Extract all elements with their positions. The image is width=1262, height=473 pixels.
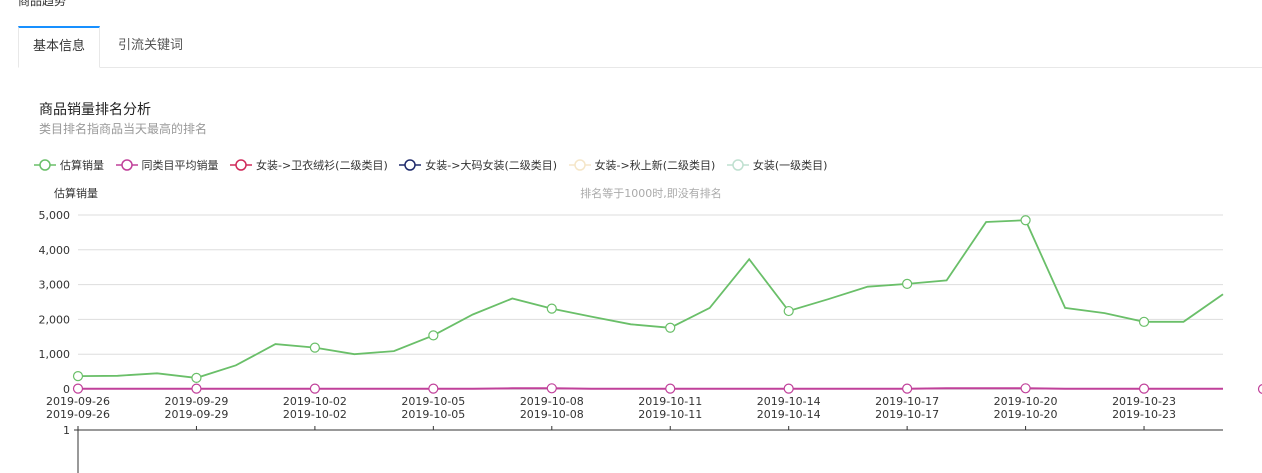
data-point: [72, 371, 84, 382]
x-tick-label-secondary: 2019-09-26: [46, 408, 110, 421]
y-tick-label: 3,000: [39, 279, 71, 292]
x-tick-label: 2019-10-23: [1112, 395, 1176, 408]
legend-label: 同类目平均销量: [141, 159, 219, 172]
legend-marker-icon: [726, 159, 749, 171]
data-point: [546, 383, 557, 394]
y-axis-title: 估算销量: [54, 186, 98, 200]
legend-item-category-average[interactable]: 同类目平均销量: [115, 157, 219, 173]
tab-bar: 基本信息 引流关键词: [18, 26, 1262, 68]
x-tick-label-secondary: 2019-10-17: [875, 408, 939, 421]
legend-label: 女装->卫衣绒衫(二级类目): [256, 159, 388, 172]
legend-marker-icon: [230, 159, 252, 171]
legend-item-plus-size[interactable]: 女装->大码女装(二级类目): [399, 157, 557, 173]
data-point: [72, 383, 84, 394]
chart-annotation: 排名等于1000时,即没有排名: [580, 186, 722, 200]
y-tick-label: 0: [63, 383, 70, 396]
tab-traffic-keywords[interactable]: 引流关键词: [118, 38, 184, 53]
data-point: [546, 303, 557, 314]
y-tick-label: 2,000: [39, 313, 71, 326]
legend-label: 女装->大码女装(二级类目): [425, 159, 558, 172]
x-tick-label: 2019-10-11: [638, 395, 702, 408]
y-tick-label: 1,000: [39, 348, 71, 361]
tab-basic-info[interactable]: 基本信息: [18, 26, 100, 68]
panel-title: 商品销量排名分析: [39, 102, 151, 118]
data-point: [309, 383, 320, 394]
data-point: [191, 372, 202, 383]
data-point: [902, 278, 913, 290]
data-point: [309, 342, 320, 353]
x-tick-label: 2019-10-20: [994, 395, 1058, 408]
panel-subtitle: 类目排名指商品当天最高的排名: [39, 122, 208, 136]
x-tick-label-secondary: 2019-10-20: [994, 408, 1058, 421]
secondary-axis-tick-label: 1: [63, 424, 70, 437]
data-point: [665, 383, 676, 394]
x-tick-label: 2019-10-17: [875, 395, 939, 408]
y-tick-label: 4,000: [39, 244, 71, 257]
x-tick-label: 2019-10-02: [283, 395, 347, 408]
data-point: [665, 322, 676, 333]
x-tick-label-secondary: 2019-09-29: [164, 408, 228, 421]
legend-label: 女装->秋上新(二级类目): [594, 159, 716, 172]
legend-item-hoodies[interactable]: 女装->卫衣绒衫(二级类目): [230, 157, 388, 173]
x-tick-label: 2019-09-29: [164, 395, 228, 408]
x-tick-label: 2019-10-05: [401, 395, 465, 408]
data-point: [902, 383, 913, 394]
legend-item-womens-apparel[interactable]: 女装(一级类目): [726, 157, 828, 173]
x-tick-label: 2019-10-14: [757, 395, 821, 408]
data-point: [1020, 215, 1031, 226]
data-point: [1257, 384, 1262, 394]
data-point: [1138, 316, 1150, 327]
legend-label: 女装(一级类目): [752, 159, 828, 172]
x-tick-label-secondary: 2019-10-11: [638, 408, 702, 421]
legend-label: 估算销量: [60, 159, 104, 172]
clipped-page-title: 商品趋势: [18, 0, 67, 8]
x-tick-label-secondary: 2019-10-08: [520, 408, 584, 421]
series-line: [77, 219, 1224, 379]
legend-marker-icon: [115, 159, 138, 171]
legend-item-autumn-new[interactable]: 女装->秋上新(二级类目): [568, 157, 716, 173]
data-point: [428, 330, 439, 341]
chart-legend: 估算销量 同类目平均销量 女装->卫衣绒衫(二级类目) 女装->大码女装(二级类…: [34, 157, 835, 175]
x-tick-label-secondary: 2019-10-05: [401, 408, 465, 421]
x-tick-label-secondary: 2019-10-23: [1112, 408, 1176, 421]
x-tick-label: 2019-10-08: [520, 395, 584, 408]
data-point: [191, 383, 202, 394]
data-point: [1138, 383, 1150, 394]
x-tick-label-secondary: 2019-10-02: [283, 408, 347, 421]
y-tick-label: 5,000: [39, 209, 71, 222]
x-tick-label: 2019-09-26: [46, 395, 110, 408]
x-tick-label-secondary: 2019-10-14: [757, 408, 821, 421]
data-point: [1020, 383, 1031, 394]
legend-marker-icon: [34, 159, 56, 171]
legend-marker-icon: [568, 159, 591, 171]
legend-marker-icon: [399, 159, 422, 171]
data-point: [783, 305, 794, 317]
legend-item-estimated-sales[interactable]: 估算销量: [34, 157, 104, 173]
data-point: [783, 383, 794, 394]
data-point: [428, 383, 439, 394]
